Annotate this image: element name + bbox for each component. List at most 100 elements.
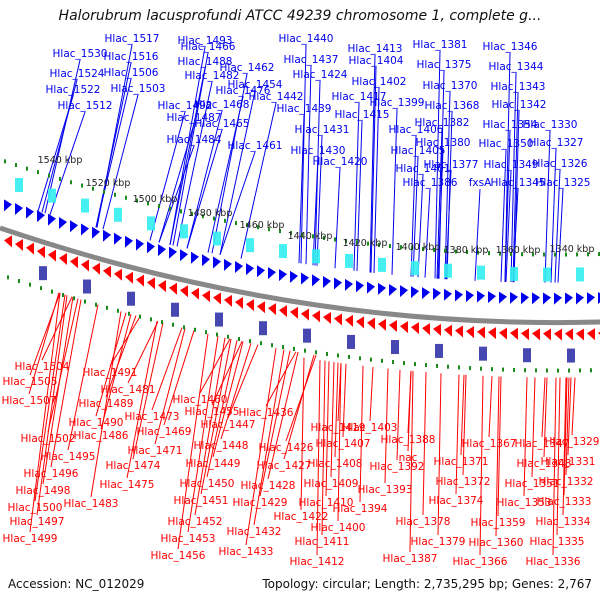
forward-gene-label[interactable]: Hlac_1516 [104,51,159,63]
reverse-gene-arrow[interactable] [4,235,12,248]
reverse-gene-arrow[interactable] [455,325,463,338]
forward-gene-arrow[interactable] [279,269,287,282]
reverse-gene-label[interactable]: Hlac_1372 [436,476,491,488]
reverse-gene-arrow[interactable] [70,256,78,269]
forward-gene-label[interactable]: Hlac_1437 [284,54,339,66]
forward-gene-arrow[interactable] [180,249,188,262]
reverse-gene-label[interactable]: Hlac_1335 [530,536,585,548]
forward-gene-arrow[interactable] [125,235,133,248]
reverse-gene-label[interactable]: Hlac_1387 [383,553,438,565]
forward-gene-label[interactable]: Hlac_1382 [415,117,470,129]
reverse-gene-arrow[interactable] [81,259,89,272]
reverse-gene-arrow[interactable] [103,265,111,278]
forward-gene-arrow[interactable] [400,285,408,298]
reverse-gene-label[interactable]: Hlac_1474 [106,460,161,472]
reverse-gene-label[interactable]: Hlac_1489 [79,398,134,410]
reverse-gene-label[interactable]: Hlac_1367 [462,438,517,450]
forward-gene-arrow[interactable] [532,292,540,305]
reverse-gene-arrow[interactable] [510,327,518,340]
forward-gene-arrow[interactable] [345,278,353,291]
forward-gene-label[interactable]: Hlac_1368 [425,100,480,112]
forward-gene-arrow[interactable] [191,251,199,264]
forward-gene-label[interactable]: Hlac_1346 [483,41,538,53]
reverse-gene-arrow[interactable] [466,326,474,339]
forward-gene-label[interactable]: Hlac_1439 [277,103,332,115]
forward-gene-label[interactable]: Hlac_1420 [313,156,368,168]
reverse-gene-arrow[interactable] [400,321,408,334]
reverse-gene-label[interactable]: Hlac_1329 [545,436,600,448]
reverse-gene-label[interactable]: Hlac_1453 [161,533,216,545]
forward-gene-label[interactable]: Hlac_1386 [403,177,458,189]
forward-gene-arrow[interactable] [81,223,89,236]
reverse-gene-label[interactable]: Hlac_1450 [180,478,235,490]
reverse-gene-label[interactable]: Hlac_1471 [128,445,183,457]
forward-gene-label[interactable]: Hlac_1440 [279,33,334,45]
reverse-gene-label[interactable]: Hlac_1412 [290,556,345,568]
forward-gene-arrow[interactable] [169,246,177,259]
reverse-gene-arrow[interactable] [411,322,419,335]
forward-gene-label[interactable]: Hlac_1503 [111,83,166,95]
reverse-gene-label[interactable]: Hlac_1499 [3,533,58,545]
forward-gene-arrow[interactable] [136,238,144,251]
reverse-gene-label[interactable]: Hlac_1411 [295,536,350,548]
reverse-gene-label[interactable]: Hlac_1379 [411,536,466,548]
reverse-gene-arrow[interactable] [48,249,56,262]
reverse-gene-label[interactable]: Hlac_1460 [173,394,228,406]
forward-gene-arrow[interactable] [202,254,210,267]
reverse-gene-arrow[interactable] [301,308,309,321]
forward-gene-arrow[interactable] [488,291,496,304]
forward-gene-arrow[interactable] [37,210,45,223]
forward-gene-label[interactable]: Hlac_1492 [158,100,213,112]
forward-gene-arrow[interactable] [48,213,56,226]
forward-gene-arrow[interactable] [378,282,386,295]
forward-gene-label[interactable]: Hlac_1377 [424,159,479,171]
forward-gene-arrow[interactable] [312,274,320,287]
reverse-gene-label[interactable]: Hlac_1433 [219,546,274,558]
reverse-gene-label[interactable]: Hlac_1408 [308,458,363,470]
forward-gene-arrow[interactable] [213,256,221,269]
reverse-gene-arrow[interactable] [246,299,254,312]
reverse-gene-arrow[interactable] [268,303,276,316]
reverse-gene-label[interactable]: Hlac_1483 [64,498,119,510]
forward-gene-arrow[interactable] [433,287,441,300]
reverse-gene-arrow[interactable] [576,328,584,341]
forward-gene-arrow[interactable] [268,267,276,280]
forward-gene-arrow[interactable] [114,232,122,245]
forward-gene-arrow[interactable] [92,226,100,239]
forward-gene-arrow[interactable] [389,284,397,297]
forward-gene-arrow[interactable] [422,287,430,300]
reverse-gene-label[interactable]: Hlac_1360 [469,537,524,549]
reverse-gene-label[interactable]: Hlac_1436 [239,407,294,419]
reverse-gene-label[interactable]: Hlac_1333 [537,496,592,508]
forward-gene-arrow[interactable] [4,199,12,212]
forward-gene-label[interactable]: Hlac_1417 [332,91,387,103]
forward-gene-label[interactable]: Hlac_1370 [423,80,478,92]
forward-gene-label[interactable]: Hlac_1327 [529,137,584,149]
forward-gene-label[interactable]: Hlac_1461 [228,140,283,152]
reverse-gene-arrow[interactable] [554,328,562,341]
reverse-gene-arrow[interactable] [235,297,243,310]
forward-gene-label[interactable]: Hlac_1343 [491,81,546,93]
reverse-gene-arrow[interactable] [136,274,144,287]
reverse-gene-label[interactable]: Hlac_1422 [274,511,329,523]
reverse-gene-label[interactable]: Hlac_1455 [185,406,240,418]
reverse-gene-arrow[interactable] [169,282,177,295]
reverse-gene-label[interactable]: Hlac_1392 [370,461,425,473]
forward-gene-arrow[interactable] [15,203,23,216]
reverse-gene-arrow[interactable] [290,306,298,319]
forward-gene-label[interactable]: Hlac_1524 [50,68,105,80]
reverse-gene-label[interactable]: Hlac_1490 [69,417,124,429]
reverse-gene-label[interactable]: Hlac_1475 [100,479,155,491]
forward-gene-arrow[interactable] [235,261,243,274]
reverse-gene-label[interactable]: Hlac_1473 [125,411,180,423]
reverse-gene-label[interactable]: Hlac_1447 [201,419,256,431]
reverse-gene-label[interactable]: Hlac_1353 [497,497,552,509]
reverse-gene-label[interactable]: Hlac_1348 [517,458,572,470]
forward-gene-arrow[interactable] [59,216,67,229]
reverse-gene-arrow[interactable] [521,328,529,341]
reverse-gene-label[interactable]: Hlac_1394 [333,503,388,515]
reverse-gene-arrow[interactable] [59,252,67,265]
forward-gene-label[interactable]: Hlac_1493 [178,35,233,47]
forward-gene-arrow[interactable] [565,292,573,305]
forward-gene-arrow[interactable] [224,258,232,271]
